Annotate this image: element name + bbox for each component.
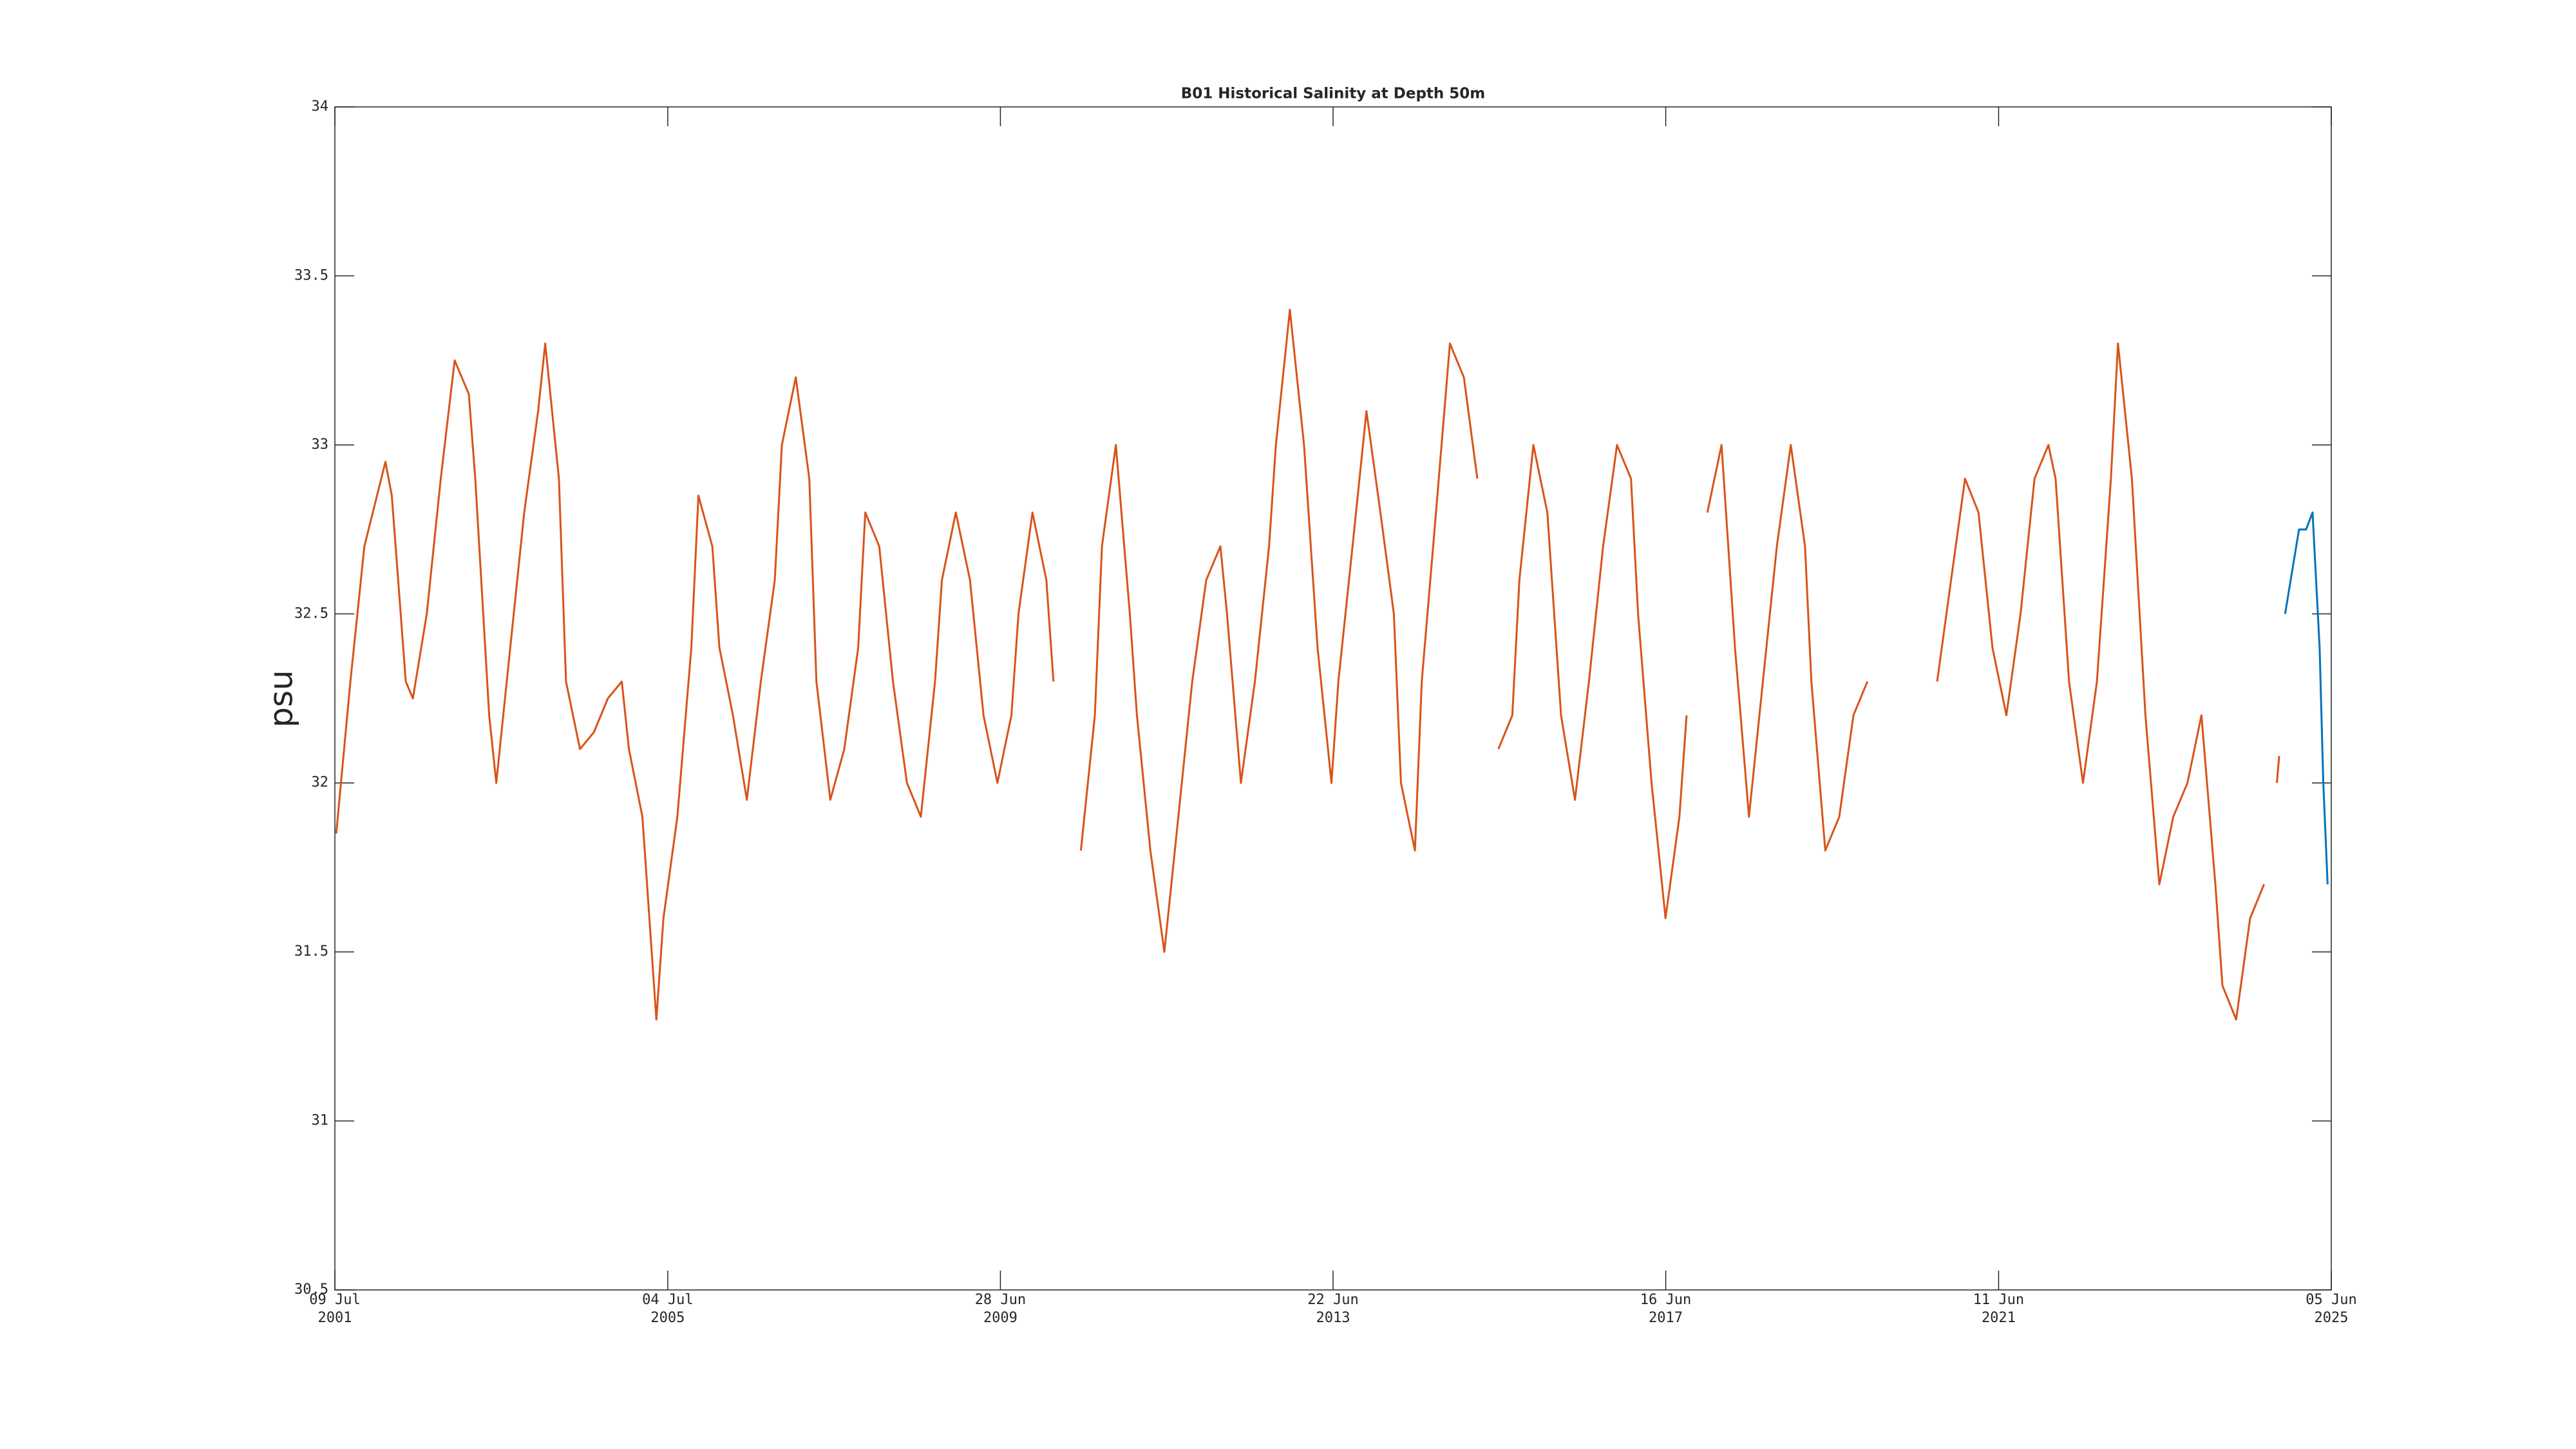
data-line bbox=[335, 308, 2280, 1021]
y-tick-label: 31 bbox=[312, 1113, 329, 1129]
plot-area bbox=[334, 106, 2332, 1291]
x-tick-label: 04 Jul 2005 bbox=[642, 1292, 694, 1326]
x-tick-label: 22 Jun 2013 bbox=[1307, 1292, 1359, 1326]
y-tick-label: 33.5 bbox=[294, 267, 328, 283]
x-tick-label: 16 Jun 2017 bbox=[1640, 1292, 1692, 1326]
x-tick-label: 09 Jul 2001 bbox=[309, 1292, 361, 1326]
y-tick-label: 34 bbox=[312, 99, 329, 115]
chart-title: B01 Historical Salinity at Depth 50m bbox=[1181, 86, 1486, 102]
x-tick-label: 28 Jun 2009 bbox=[974, 1292, 1027, 1326]
x-tick-label: 05 Jun 2025 bbox=[2306, 1292, 2357, 1326]
y-axis-label: psu bbox=[263, 670, 300, 727]
y-tick-label: 30.5 bbox=[294, 1282, 328, 1298]
y-tick-label: 32.5 bbox=[294, 605, 328, 621]
y-tick-label: 31.5 bbox=[294, 943, 328, 960]
data-line bbox=[2284, 511, 2329, 885]
y-tick-label: 32 bbox=[312, 775, 329, 791]
y-tick-label: 33 bbox=[312, 437, 329, 453]
x-tick-label: 11 Jun 2021 bbox=[1973, 1292, 2025, 1326]
